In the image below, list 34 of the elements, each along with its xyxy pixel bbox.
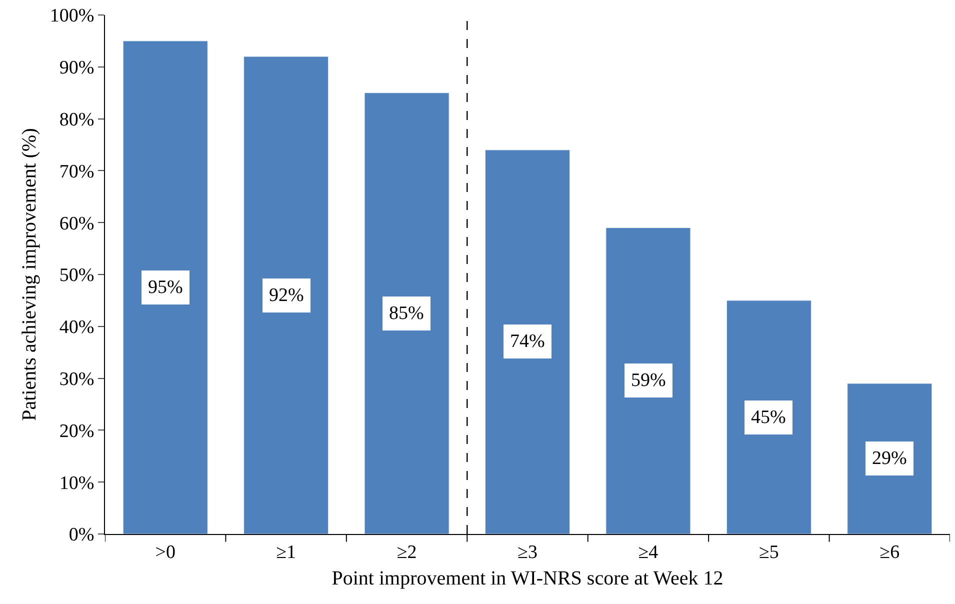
x-axis-title: Point improvement in WI-NRS score at Week 12	[332, 567, 724, 590]
bar	[244, 56, 329, 534]
y-tick-label: 20%	[59, 420, 94, 442]
y-axis-title: Patients achieving improvement (%)	[18, 128, 40, 421]
bar	[847, 383, 932, 534]
data-label: 29%	[872, 448, 907, 469]
bar	[364, 92, 450, 534]
y-tick-label: 30%	[59, 368, 94, 390]
data-label: 85%	[389, 303, 424, 324]
y-tick-label: 10%	[59, 472, 94, 494]
x-tick-label: ≥3	[518, 542, 538, 563]
y-tick-label: 100%	[50, 6, 94, 27]
x-tick-label: ≥4	[638, 542, 659, 563]
x-tick-label: ≥6	[880, 542, 900, 563]
bar	[606, 228, 691, 534]
data-label: 59%	[631, 370, 666, 391]
x-tick-label: ≥2	[396, 542, 417, 563]
data-label: 45%	[751, 407, 786, 428]
data-label: 74%	[510, 331, 545, 352]
y-tick-label: 40%	[59, 317, 94, 338]
y-tick-label: 90%	[59, 58, 94, 79]
x-tick-label: >0	[155, 542, 176, 563]
x-tick-label: ≥1	[276, 542, 296, 563]
y-tick-label: 50%	[59, 265, 94, 286]
y-tick-label: 80%	[59, 109, 94, 130]
bar	[122, 40, 208, 534]
y-tick-label: 70%	[59, 161, 94, 182]
y-tick-label: 60%	[59, 213, 94, 234]
data-label: 95%	[148, 277, 183, 298]
y-tick-label: 0%	[68, 524, 94, 546]
bar	[726, 300, 812, 534]
bar	[485, 150, 570, 534]
x-tick-label: ≥5	[758, 542, 779, 563]
data-label: 92%	[269, 285, 304, 306]
